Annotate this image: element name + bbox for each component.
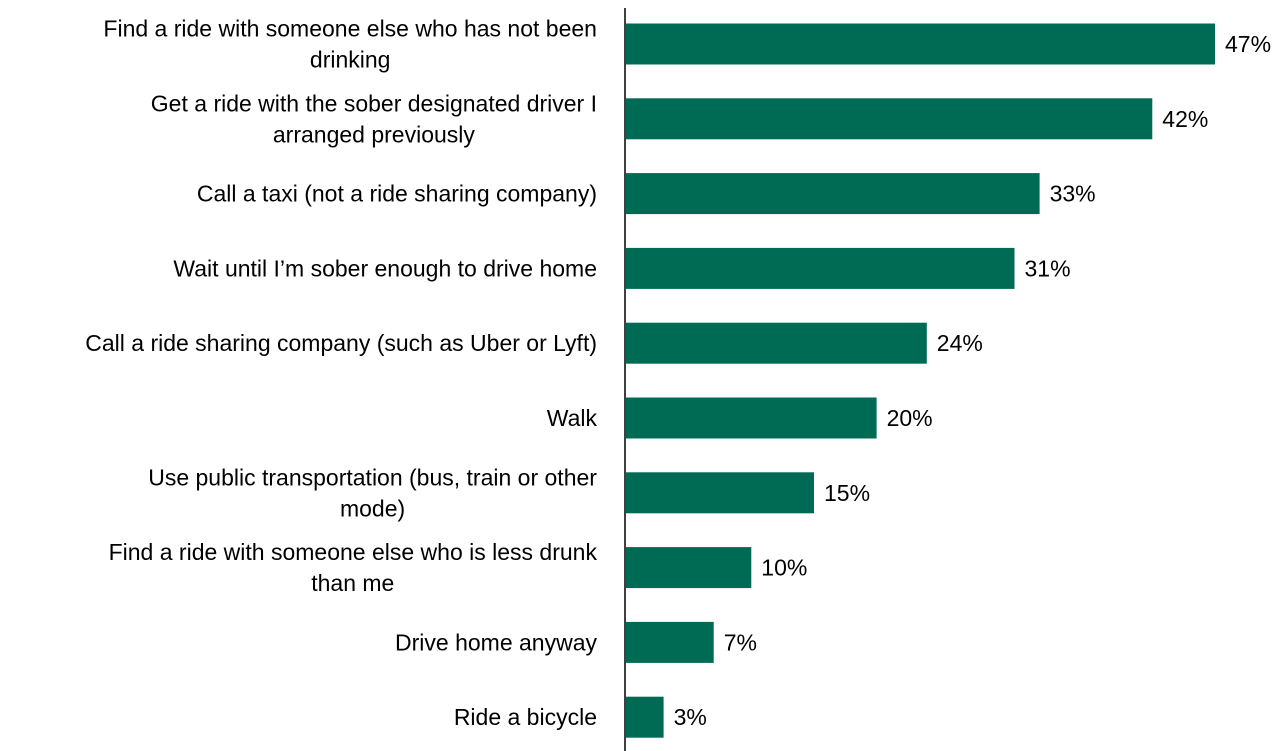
value-label-1: 42% xyxy=(1162,106,1208,132)
value-label-8: 7% xyxy=(724,629,757,655)
category-label-6: Use public transportation (bus, train or… xyxy=(148,464,597,521)
category-label-2: Call a taxi (not a ride sharing company) xyxy=(197,181,597,207)
value-label-3: 31% xyxy=(1025,255,1071,281)
category-label-1: Get a ride with the sober designated dri… xyxy=(151,90,597,147)
category-label-line: Wait until I’m sober enough to drive hom… xyxy=(173,255,597,281)
bar-6 xyxy=(626,472,814,514)
category-label-8: Drive home anyway xyxy=(395,629,597,655)
value-label-4: 24% xyxy=(937,330,983,356)
value-label-7: 10% xyxy=(761,555,807,581)
category-label-line: than me xyxy=(311,570,394,596)
value-label-2: 33% xyxy=(1050,181,1096,207)
category-label-line: Use public transportation (bus, train or… xyxy=(148,464,597,490)
value-labels-layer: 47% 42% 33% 31% 24% 20% 15% 10% 7% 3% xyxy=(674,31,1271,730)
category-label-line: drinking xyxy=(310,47,391,73)
category-label-line: arranged previously xyxy=(273,121,476,147)
category-label-line: Walk xyxy=(547,405,598,431)
bar-0 xyxy=(626,23,1215,65)
category-label-line: mode) xyxy=(340,495,405,521)
bar-9 xyxy=(626,696,664,738)
category-label-3: Wait until I’m sober enough to drive hom… xyxy=(173,255,597,281)
bar-1 xyxy=(626,98,1153,140)
category-label-line: Drive home anyway xyxy=(395,629,597,655)
bar-7 xyxy=(626,547,752,589)
category-label-line: Get a ride with the sober designated dri… xyxy=(151,90,597,116)
category-label-line: Ride a bicycle xyxy=(454,704,597,730)
bar-4 xyxy=(626,322,927,364)
category-label-0: Find a ride with someone else who has no… xyxy=(103,16,597,73)
category-labels-layer: Find a ride with someone else who has no… xyxy=(85,16,597,731)
value-label-9: 3% xyxy=(674,704,707,730)
bar-5 xyxy=(626,397,877,439)
bar-8 xyxy=(626,621,714,663)
category-label-line: Call a ride sharing company (such as Ube… xyxy=(85,330,597,356)
category-label-line: Find a ride with someone else who has no… xyxy=(103,16,597,42)
value-label-5: 20% xyxy=(887,405,933,431)
bar-3 xyxy=(626,247,1015,289)
category-label-9: Ride a bicycle xyxy=(454,704,597,730)
category-label-7: Find a ride with someone else who is les… xyxy=(109,539,598,596)
bar-2 xyxy=(626,173,1040,215)
value-label-0: 47% xyxy=(1225,31,1271,57)
category-label-4: Call a ride sharing company (such as Ube… xyxy=(85,330,597,356)
bars-layer xyxy=(626,23,1215,738)
value-label-6: 15% xyxy=(824,480,870,506)
category-label-5: Walk xyxy=(547,405,598,431)
category-label-line: Find a ride with someone else who is les… xyxy=(109,539,598,565)
category-label-line: Call a taxi (not a ride sharing company) xyxy=(197,181,597,207)
